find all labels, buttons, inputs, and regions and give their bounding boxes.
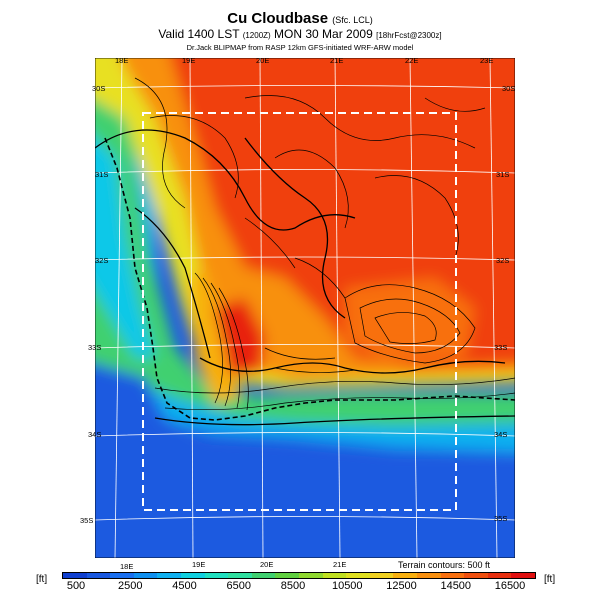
colorbar-swatch (416, 573, 441, 578)
colorbar-swatch (63, 573, 87, 578)
lon-label-bottom: 21E (333, 560, 347, 569)
lon-label-top: 19E (182, 56, 196, 65)
colorbar-tick-label: 16500 (494, 580, 526, 592)
colorbar-tick-label: 6500 (226, 580, 251, 592)
lat-lon-grid (95, 58, 515, 558)
colorbar-swatch (157, 573, 181, 578)
lat-label-right: 31S (496, 170, 510, 179)
colorbar-tick-label: 10500 (331, 580, 363, 592)
colorbar-swatch (228, 573, 252, 578)
colorbar-tick-label: 4500 (172, 580, 197, 592)
utc-time: (1200Z) (242, 31, 271, 40)
map-title: Cu Cloudbase (Sfc. LCL) (0, 10, 600, 27)
colorbar-tick-label: 12500 (386, 580, 417, 592)
valid-prefix: Valid 1400 LST (158, 27, 240, 41)
lon-label-bottom: 19E (192, 560, 206, 569)
lat-label-right: 35S (494, 514, 508, 523)
colorbar (62, 572, 536, 579)
lat-label-left: 33S (88, 343, 102, 352)
colorbar-tick-label: 2500 (118, 580, 143, 592)
inner-domain-box (142, 112, 457, 511)
lon-label-top: 23E (480, 56, 494, 65)
valid-date: MON 30 Mar 2009 (274, 27, 373, 41)
valid-time-line: Valid 1400 LST (1200Z) MON 30 Mar 2009 [… (0, 27, 600, 41)
lon-label-bottom: 20E (260, 560, 274, 569)
colorbar-unit-right: [ft] (544, 574, 556, 585)
colorbar-swatch (464, 573, 488, 578)
forecast-hour: [18hrFcst@2300z] (376, 31, 442, 40)
model-credit: Dr.Jack BLIPMAP from RASP 12km GFS-initi… (186, 43, 414, 52)
colorbar-swatch (393, 573, 417, 578)
lat-label-right: 33S (494, 343, 508, 352)
colorbar-swatch (251, 573, 276, 578)
colorbar-unit-left: [ft] (36, 574, 48, 585)
lat-label-right: 30S (502, 84, 516, 93)
colorbar-tick-label: 500 (66, 580, 86, 592)
colorbar-swatch (487, 573, 512, 578)
cloudbase-contours (95, 129, 515, 426)
lat-label-left: 32S (95, 256, 109, 265)
colorbar-swatch (275, 573, 299, 578)
cloudbase-field (95, 58, 515, 558)
colorbar-swatch (133, 573, 158, 578)
title-qualifier: (Sfc. LCL) (332, 15, 373, 25)
lat-label-left: 34S (88, 430, 102, 439)
lon-label-top: 21E (330, 56, 344, 65)
lon-label-top: 18E (115, 56, 129, 65)
colorbar-swatch (204, 573, 229, 578)
colorbar-swatch (322, 573, 347, 578)
colorbar-swatch (298, 573, 323, 578)
terrain-contour-note: Terrain contours: 500 ft (398, 560, 491, 570)
lat-label-right: 34S (494, 430, 508, 439)
colorbar-tick-label: 8500 (280, 580, 306, 592)
colorbar-swatch (440, 573, 465, 578)
lon-label-top: 22E (405, 56, 419, 65)
lat-label-left: 35S (80, 516, 94, 525)
colorbar-tick-label: 14500 (440, 580, 472, 592)
colorbar-swatch (511, 573, 535, 578)
lon-label-bottom: 18E (120, 562, 134, 571)
terrain-contours (134, 77, 515, 411)
lon-label-top: 20E (256, 56, 270, 65)
colorbar-swatch (86, 573, 111, 578)
colorbar-swatch (110, 573, 134, 578)
colorbar-swatch (369, 573, 394, 578)
lat-label-right: 32S (496, 256, 510, 265)
colorbar-swatch (180, 573, 205, 578)
lat-label-left: 30S (92, 84, 106, 93)
title-main: Cu Cloudbase (227, 10, 329, 27)
colorbar-swatch (346, 573, 370, 578)
cloudbase-map (95, 58, 515, 558)
lat-label-left: 31S (95, 170, 109, 179)
